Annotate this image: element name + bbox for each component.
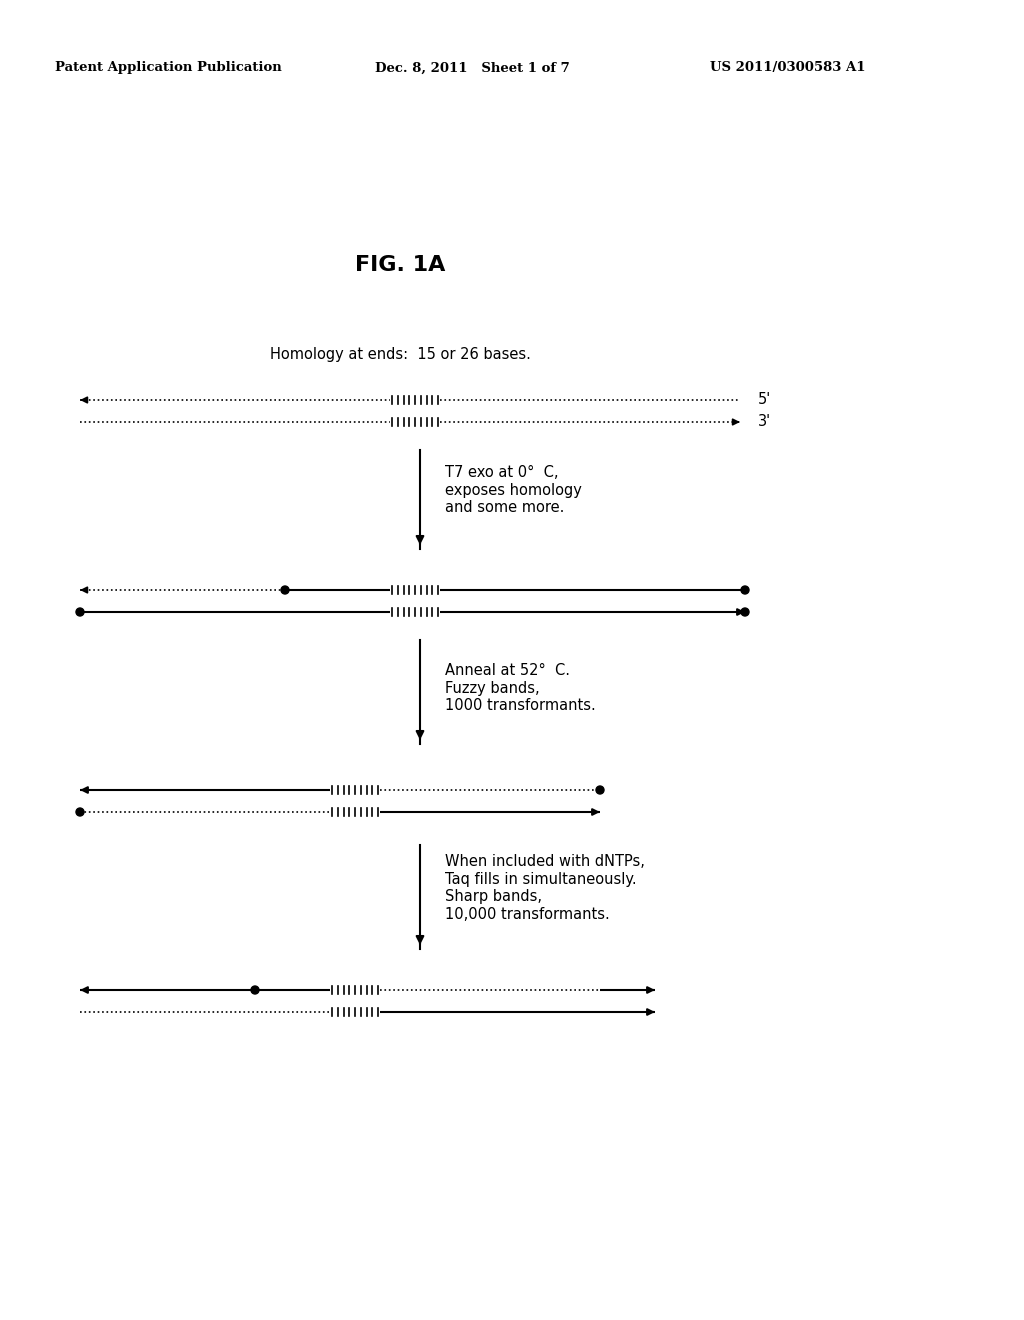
Circle shape [596,785,604,795]
Text: US 2011/0300583 A1: US 2011/0300583 A1 [710,62,865,74]
Text: T7 exo at 0°  C,
exposes homology
and some more.: T7 exo at 0° C, exposes homology and som… [445,465,582,515]
Text: Dec. 8, 2011   Sheet 1 of 7: Dec. 8, 2011 Sheet 1 of 7 [375,62,569,74]
Text: When included with dNTPs,
Taq fills in simultaneously.
Sharp bands,
10,000 trans: When included with dNTPs, Taq fills in s… [445,854,645,921]
Circle shape [281,586,289,594]
Text: Patent Application Publication: Patent Application Publication [55,62,282,74]
Text: Homology at ends:  15 or 26 bases.: Homology at ends: 15 or 26 bases. [269,347,530,363]
Text: FIG. 1A: FIG. 1A [354,255,445,275]
Text: Anneal at 52°  C.
Fuzzy bands,
1000 transformants.: Anneal at 52° C. Fuzzy bands, 1000 trans… [445,663,596,713]
Text: 5': 5' [758,392,771,408]
Circle shape [76,808,84,816]
Circle shape [741,586,749,594]
Circle shape [251,986,259,994]
Circle shape [76,609,84,616]
Circle shape [741,609,749,616]
Text: 3': 3' [758,414,771,429]
